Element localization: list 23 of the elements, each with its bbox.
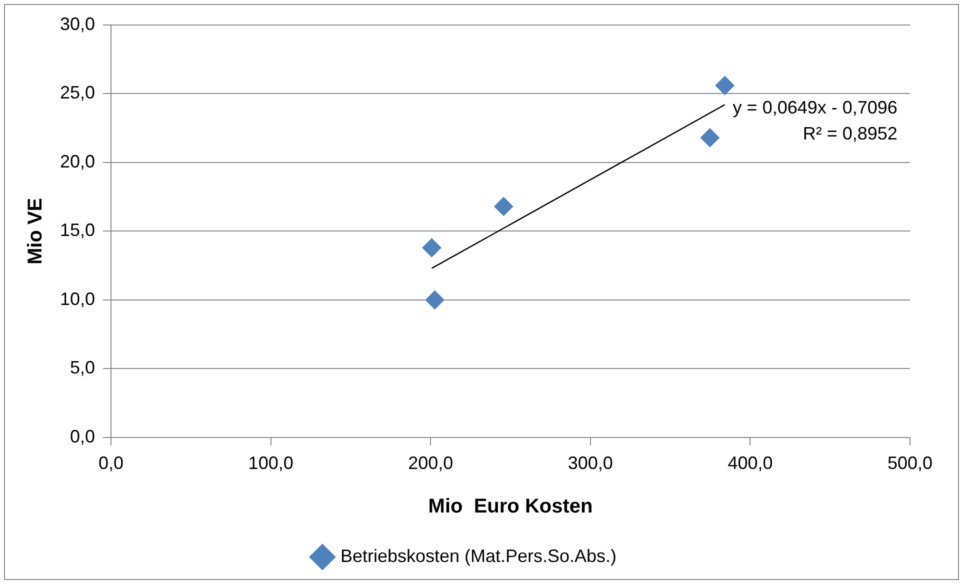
y-tick-label: 10,0 xyxy=(60,288,96,309)
y-tick-label: 25,0 xyxy=(60,82,96,103)
x-tick-label: 500,0 xyxy=(887,453,933,474)
point xyxy=(425,290,444,310)
y-tick-label: 0,0 xyxy=(70,426,96,446)
point xyxy=(715,76,734,95)
y-tick-label: 30,0 xyxy=(60,14,96,34)
annotation: R² = 0,8952 xyxy=(802,124,898,144)
y-tick-label: 20,0 xyxy=(60,151,96,172)
y-tick-label: 15,0 xyxy=(60,220,96,240)
x-axis-title: Mio Euro Kosten xyxy=(428,496,593,518)
x-tick-label: 200,0 xyxy=(408,453,454,474)
x-tick-label: 300,0 xyxy=(568,453,613,474)
legend-label: Betriebskosten (Mat.Pers.So.Abs.) xyxy=(340,546,617,566)
x-tick-label: 0,0 xyxy=(98,453,124,474)
annotation: y = 0,0649x - 0,7096 xyxy=(732,98,898,118)
point xyxy=(422,238,442,258)
point xyxy=(700,128,720,148)
x-tick-label: 400,0 xyxy=(728,453,773,474)
x-tick-label: 100,0 xyxy=(248,453,294,474)
point xyxy=(494,196,514,216)
y-axis-title: Mio VE xyxy=(24,198,47,265)
y-tick-label: 5,0 xyxy=(70,358,96,378)
